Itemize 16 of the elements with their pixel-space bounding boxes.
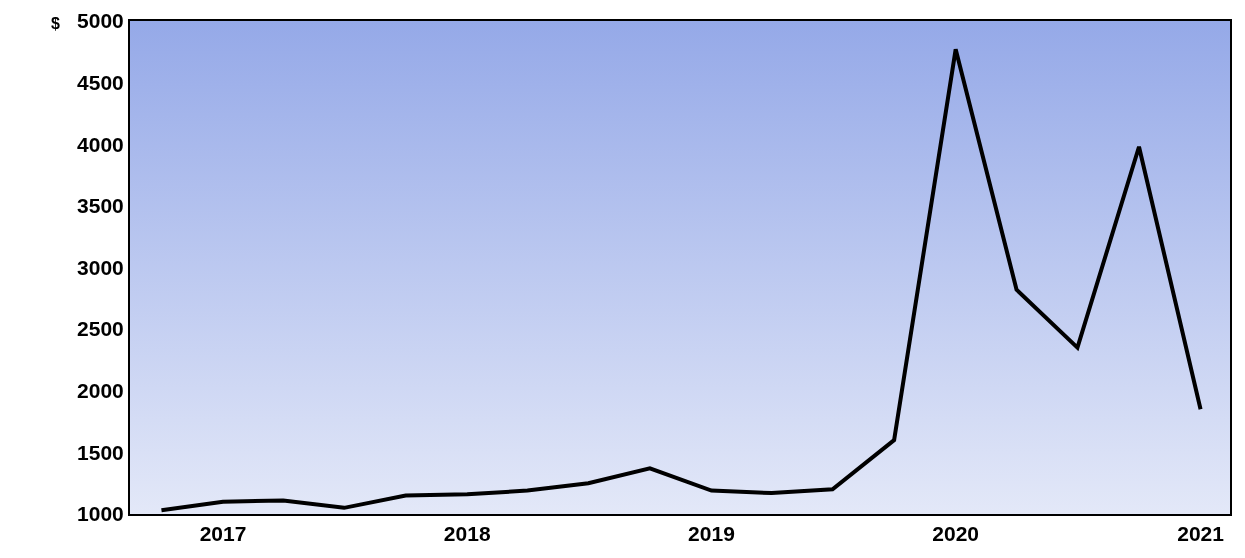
y-tick-label: 1000 — [77, 502, 124, 526]
line-series — [159, 47, 1203, 513]
x-tick-label: 2018 — [443, 522, 491, 546]
y-axis-title: $ — [51, 15, 60, 32]
x-tick-label: 2019 — [688, 522, 735, 546]
x-tick-label: 2021 — [1177, 522, 1225, 546]
y-tick-label: 3000 — [77, 255, 124, 279]
y-tick-label: 5000 — [77, 9, 124, 33]
y-tick-label: 2000 — [77, 379, 124, 403]
x-tick-label: 2020 — [932, 522, 980, 546]
y-tick-label: 3500 — [77, 194, 124, 218]
y-tick-label: 4000 — [77, 132, 124, 156]
x-tick-label: 2017 — [199, 522, 247, 546]
y-tick-label: 1500 — [77, 440, 124, 464]
y-tick-label: 2500 — [77, 317, 124, 341]
y-tick-label: 4500 — [77, 70, 124, 94]
